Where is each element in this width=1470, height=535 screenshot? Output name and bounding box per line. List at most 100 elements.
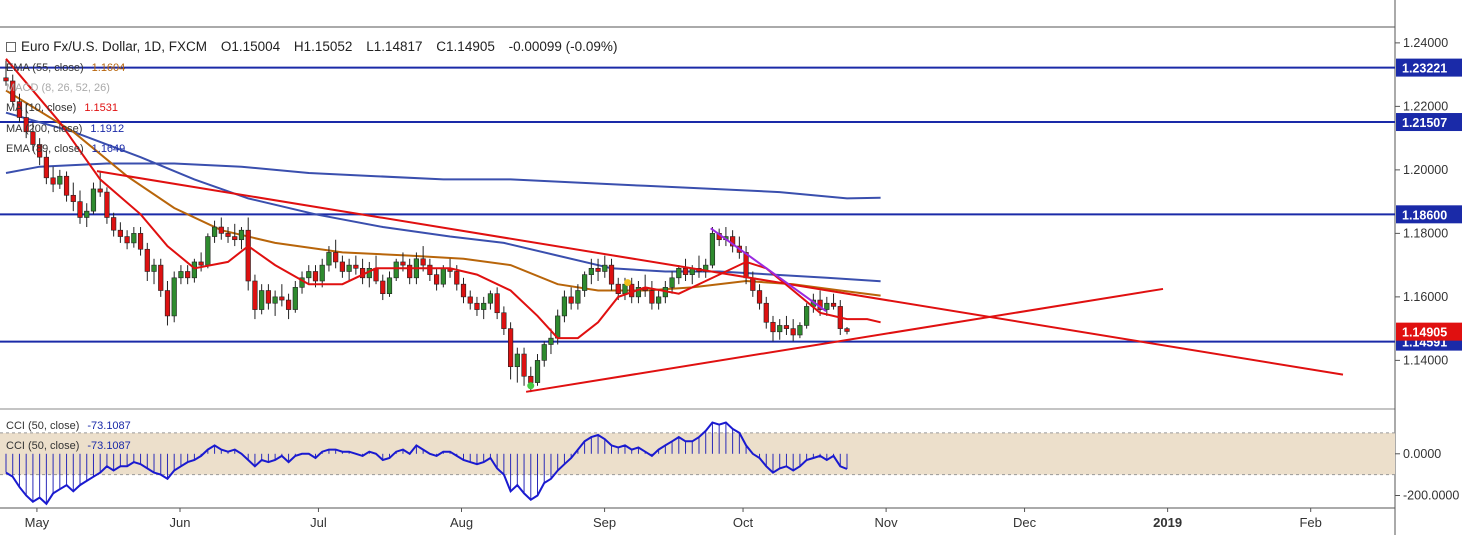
- candle: [487, 290, 494, 310]
- time-tick-label: Oct: [733, 515, 754, 530]
- cci-tick-label: 0.0000: [1403, 447, 1441, 461]
- candle: [588, 258, 594, 285]
- candle: [90, 182, 97, 215]
- candle: [57, 169, 63, 189]
- indicator-label: MA (10, close): [6, 102, 77, 114]
- candle: [494, 287, 500, 320]
- candle-body: [420, 258, 426, 266]
- indicator-label: EMA (55, close): [6, 62, 84, 74]
- candle: [797, 322, 803, 339]
- candle: [70, 182, 76, 212]
- candle: [292, 281, 298, 313]
- candle-body: [528, 375, 534, 383]
- candle-body: [844, 328, 850, 332]
- candle-body: [682, 267, 689, 275]
- candle-body: [326, 252, 332, 266]
- candle-body: [709, 233, 716, 266]
- candle: [111, 212, 117, 237]
- level-tag: [1396, 205, 1462, 224]
- candle: [608, 258, 615, 291]
- cci-legend-2[interactable]: CCI (50, close) -73.1087: [6, 440, 131, 452]
- candle-body: [319, 264, 325, 282]
- candle: [3, 60, 9, 86]
- candle-body: [763, 302, 769, 323]
- indicator-legend-ma200[interactable]: MA (200, close) 1.1912: [6, 123, 124, 135]
- candle: [420, 246, 426, 272]
- candle-body: [292, 287, 298, 310]
- price-tick-label: 1.18000: [1403, 226, 1448, 240]
- candle: [191, 258, 197, 283]
- candle-body: [400, 261, 406, 266]
- candle: [151, 258, 157, 285]
- candle-body: [312, 271, 319, 282]
- descending-trendline: [96, 170, 1344, 376]
- candle: [333, 239, 339, 269]
- candle: [77, 190, 83, 224]
- indicator-label: EMA (89, close): [6, 143, 84, 155]
- candle-body: [797, 325, 803, 336]
- cci-line: [5, 421, 848, 506]
- time-tick-label: Jul: [310, 515, 327, 530]
- candle-body: [669, 277, 675, 288]
- close-value: C1.14905: [436, 39, 495, 54]
- candle: [164, 281, 171, 326]
- short-descending-trendline: [710, 227, 827, 312]
- candle-body: [501, 312, 507, 329]
- high-value: H1.15052: [293, 39, 353, 54]
- candle-body: [63, 175, 70, 196]
- time-tick-label: May: [25, 515, 50, 530]
- candle-body: [427, 264, 433, 275]
- candle: [824, 296, 830, 316]
- candle-body: [37, 144, 43, 158]
- candle-body: [185, 271, 191, 279]
- candle: [211, 220, 218, 243]
- candle: [474, 296, 480, 316]
- ascending-trendline: [525, 287, 1164, 393]
- candle-body: [467, 296, 473, 304]
- candle: [23, 103, 29, 139]
- candle: [763, 296, 769, 329]
- candle: [635, 281, 642, 304]
- collapse-square-icon[interactable]: [6, 42, 16, 53]
- candle: [790, 319, 796, 342]
- candle: [285, 293, 292, 320]
- candle: [575, 284, 581, 310]
- candle: [117, 222, 123, 243]
- candle-body: [285, 299, 292, 310]
- candle-body: [158, 264, 164, 291]
- indicator-legend-ema89[interactable]: EMA (89, close) 1.1649: [6, 143, 125, 155]
- candle-body: [494, 293, 500, 314]
- candle-body: [178, 271, 184, 279]
- candle-body: [454, 271, 460, 285]
- candle: [393, 258, 399, 281]
- indicator-legend-macd[interactable]: MACD (8, 26, 52, 26): [6, 82, 110, 94]
- candle-body: [218, 226, 224, 234]
- indicator-legend-ema55[interactable]: EMA (55, close) 1.1604: [6, 62, 125, 74]
- candle-body: [514, 353, 520, 368]
- candle-body: [3, 77, 9, 82]
- candle: [346, 258, 352, 281]
- candle: [205, 233, 211, 269]
- candle-body: [615, 283, 621, 294]
- candle: [306, 265, 312, 285]
- last-price-tag: [1396, 322, 1462, 341]
- candle: [339, 255, 346, 278]
- candle-body: [339, 261, 346, 272]
- price-tick-label: 1.14000: [1403, 353, 1448, 367]
- candle-body: [743, 252, 749, 279]
- cci-legend-1[interactable]: CCI (50, close) -73.1087: [6, 420, 131, 432]
- candle: [669, 271, 675, 294]
- candle: [16, 93, 23, 123]
- candle-body: [460, 283, 467, 298]
- candle-body: [232, 236, 238, 241]
- candle-body: [279, 296, 285, 301]
- symbol-label: Euro Fx/U.S. Dollar, 1D, FXCM: [21, 39, 208, 54]
- candle-body: [171, 277, 177, 317]
- candle: [541, 341, 547, 367]
- candle: [427, 258, 433, 281]
- candle-body: [164, 290, 171, 317]
- candle: [218, 217, 224, 240]
- signal-dot: [624, 279, 632, 287]
- indicator-legend-ma10[interactable]: MA (10, close) 1.1531: [6, 102, 118, 114]
